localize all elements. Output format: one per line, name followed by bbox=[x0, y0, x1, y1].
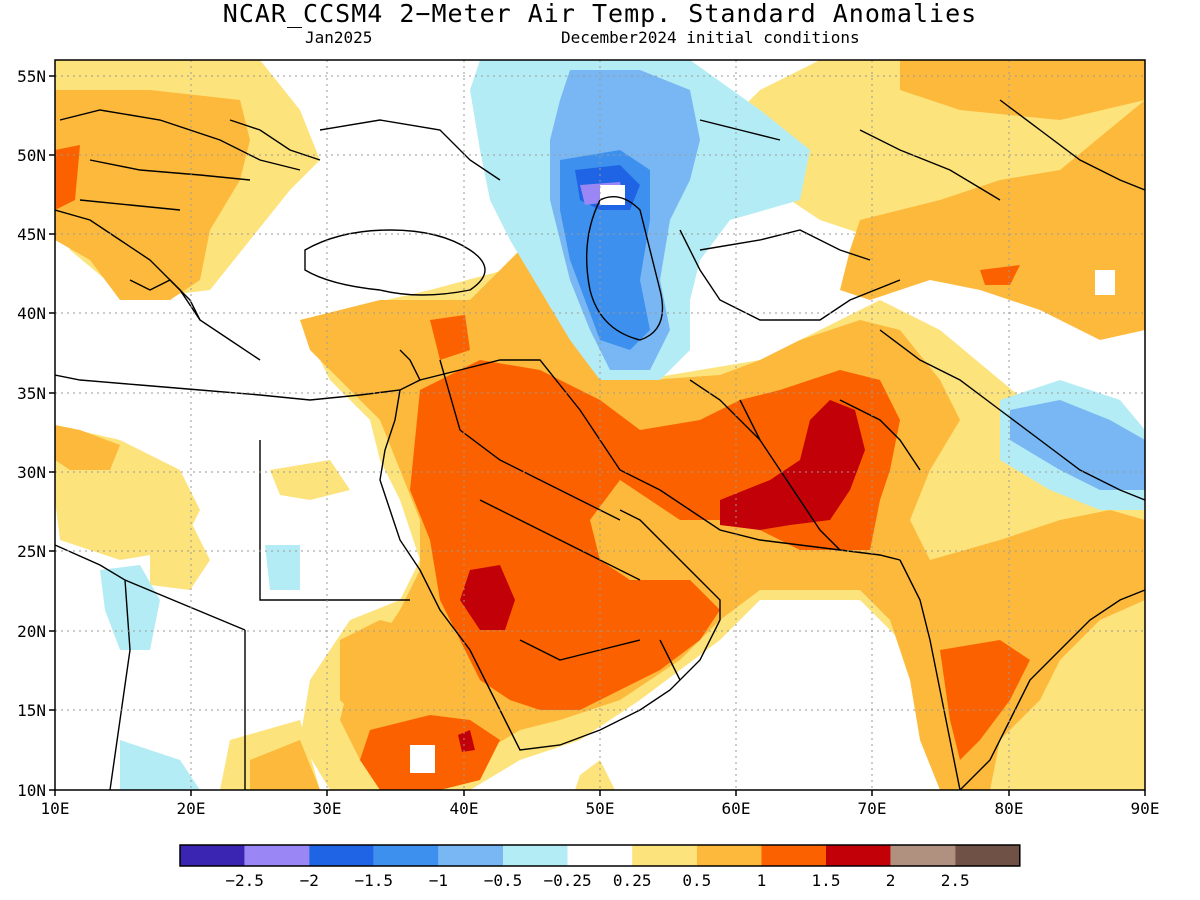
lat-labels: 55N 50N 45N 40N 35N 30N 25N 20N 15N 10N bbox=[17, 67, 46, 800]
colorbar-bin-11 bbox=[826, 845, 891, 866]
colorbar-bin-12 bbox=[890, 845, 956, 866]
lon-label-70e: 70E bbox=[858, 799, 887, 818]
colorbar-label: 0.5 bbox=[682, 871, 711, 890]
colorbar-label: −1.5 bbox=[355, 871, 394, 890]
colorbar-label: −1 bbox=[429, 871, 448, 890]
lon-label-30e: 30E bbox=[313, 799, 342, 818]
lon-label-60e: 60E bbox=[722, 799, 751, 818]
colorbar-label: −0.5 bbox=[484, 871, 523, 890]
colorbar-label: −2 bbox=[300, 871, 319, 890]
lat-label-25n: 25N bbox=[17, 542, 46, 561]
forecast-month: Jan2025 bbox=[305, 28, 373, 47]
colorbar-label: −0.25 bbox=[544, 871, 592, 890]
lat-label-35n: 35N bbox=[17, 384, 46, 403]
colorbar-bin-5 bbox=[438, 845, 503, 866]
colorbar-bin-3 bbox=[309, 845, 374, 866]
colorbar-label: 2 bbox=[886, 871, 896, 890]
lat-label-20n: 20N bbox=[17, 622, 46, 641]
colorbar-bin-1 bbox=[180, 845, 245, 866]
chart-title: NCAR_CCSM4 2−Meter Air Temp. Standard An… bbox=[222, 0, 978, 28]
colorbar-bin-4 bbox=[373, 845, 439, 866]
colorbar-bin-10 bbox=[761, 845, 826, 866]
lat-label-45n: 45N bbox=[17, 225, 46, 244]
colorbar-bin-6 bbox=[503, 845, 568, 866]
colorbar: −2.5 −2 −1.5 −1 −0.5 −0.25 0.25 0.5 1 1.… bbox=[179, 844, 1021, 890]
colorbar-bin-9 bbox=[696, 845, 762, 866]
lon-labels: 10E 20E 30E 40E 50E 60E 70E 80E 90E bbox=[41, 799, 1160, 818]
lon-label-50e: 50E bbox=[586, 799, 615, 818]
lat-label-30n: 30N bbox=[17, 463, 46, 482]
lon-label-20e: 20E bbox=[177, 799, 206, 818]
initial-conditions-label: December2024 initial conditions bbox=[561, 28, 860, 47]
colorbar-label: 2.5 bbox=[941, 871, 970, 890]
colorbar-bin-7 bbox=[567, 845, 633, 866]
lon-label-40e: 40E bbox=[450, 799, 479, 818]
axis-ticks bbox=[49, 75, 1146, 796]
lon-label-10e: 10E bbox=[41, 799, 70, 818]
anomaly-fill-1.5 bbox=[458, 400, 865, 752]
lat-label-50n: 50N bbox=[17, 146, 46, 165]
lat-label-40n: 40N bbox=[17, 304, 46, 323]
colorbar-label: 0.25 bbox=[613, 871, 652, 890]
colorbar-label: 1.5 bbox=[812, 871, 841, 890]
coastlines bbox=[55, 99, 1145, 790]
colorbar-bin-2 bbox=[244, 845, 310, 866]
lon-label-80e: 80E bbox=[995, 799, 1024, 818]
colorbar-bin-8 bbox=[632, 845, 697, 866]
colorbar-bin-13 bbox=[955, 845, 1020, 866]
colorbar-label: −2.5 bbox=[225, 871, 264, 890]
graticule bbox=[55, 60, 1145, 790]
lat-label-55n: 55N bbox=[17, 67, 46, 86]
lat-label-10n: 10N bbox=[17, 781, 46, 800]
lat-label-15n: 15N bbox=[17, 701, 46, 720]
colorbar-label: 1 bbox=[757, 871, 767, 890]
lon-label-90e: 90E bbox=[1131, 799, 1160, 818]
